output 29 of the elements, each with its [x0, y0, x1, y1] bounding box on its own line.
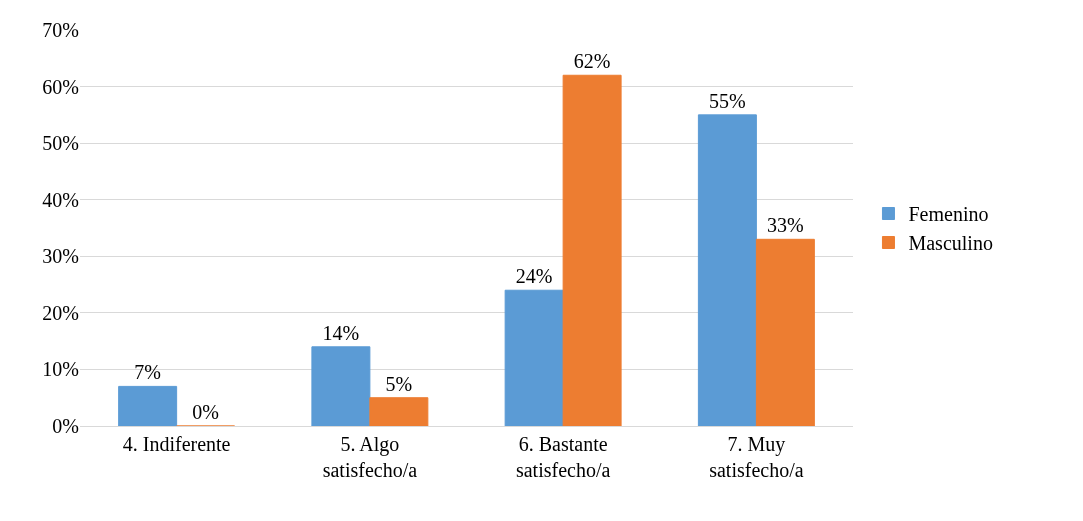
y-tick-label: 20%: [42, 301, 79, 324]
bar: [562, 74, 622, 426]
bar: [504, 289, 564, 426]
x-tick-label: 4. Indiferente: [122, 433, 231, 455]
data-label: 14%: [322, 321, 360, 344]
y-tick-label: 50%: [42, 132, 79, 155]
x-tick-label: 5. Algo satisfecho/a: [322, 433, 418, 481]
y-tick-label: 40%: [42, 188, 79, 211]
y-tick-label: 30%: [42, 245, 79, 268]
data-label: 0%: [192, 401, 219, 423]
y-tick-label: 10%: [42, 358, 79, 381]
bar: [697, 114, 757, 426]
legend-label: Femenino: [908, 203, 989, 226]
data-label: 7%: [134, 361, 161, 384]
data-label: 5%: [385, 372, 413, 395]
data-label: 55%: [709, 89, 746, 112]
x-tick-label: 7. Muy satisfecho/a: [709, 433, 804, 481]
y-tick-label: 70%: [42, 19, 79, 41]
y-tick-label: 0%: [52, 415, 79, 437]
x-tick-label: 6. Bastante satisfecho/a: [515, 433, 611, 481]
legend-label: Masculino: [908, 232, 993, 255]
bar: [755, 238, 815, 426]
data-label: 24%: [515, 265, 553, 288]
bar: [369, 397, 429, 426]
data-label: 62%: [573, 50, 611, 73]
data-label: 33%: [767, 214, 804, 237]
bar: [311, 346, 371, 426]
y-tick-label: 60%: [42, 75, 79, 98]
bar: [118, 385, 178, 426]
